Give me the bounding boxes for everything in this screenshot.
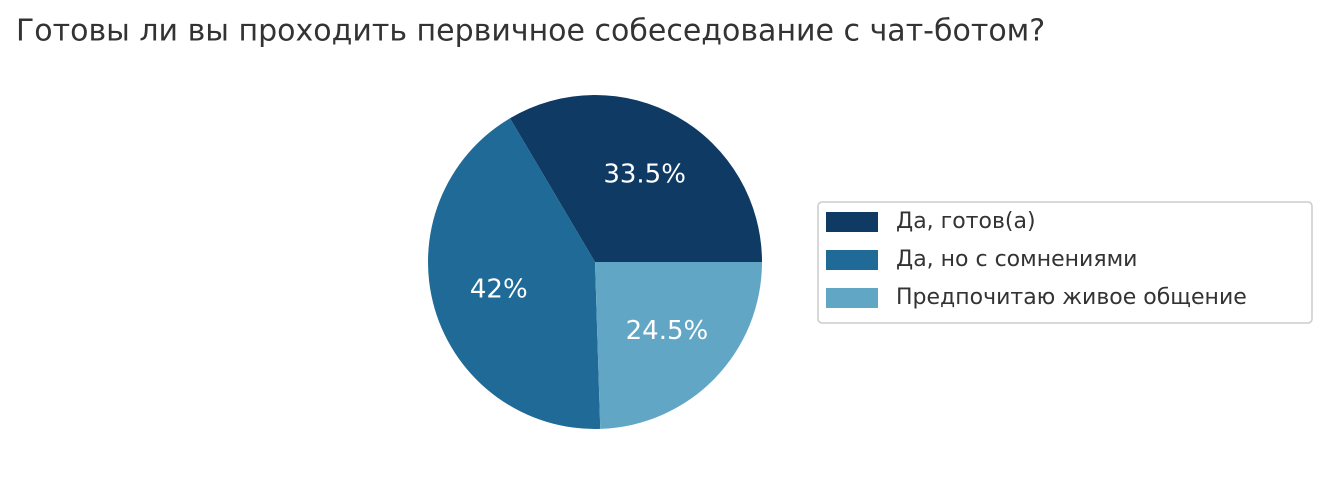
slice-label: 33.5% xyxy=(603,159,686,189)
legend-label: Предпочитаю живое общение xyxy=(896,285,1247,310)
slice-label: 24.5% xyxy=(626,316,709,346)
legend-label: Да, готов(а) xyxy=(896,209,1036,234)
pie-slice xyxy=(595,262,762,429)
legend-swatch xyxy=(826,250,878,270)
legend-label: Да, но с сомнениями xyxy=(896,247,1137,272)
chart-title: Готовы ли вы проходить первичное собесед… xyxy=(16,14,1045,49)
legend-box xyxy=(817,201,1313,324)
legend-swatch xyxy=(826,212,878,232)
slice-label: 42% xyxy=(470,274,528,304)
pie-slice xyxy=(428,118,601,430)
pie-slice xyxy=(509,95,762,262)
legend-swatch xyxy=(826,288,878,308)
